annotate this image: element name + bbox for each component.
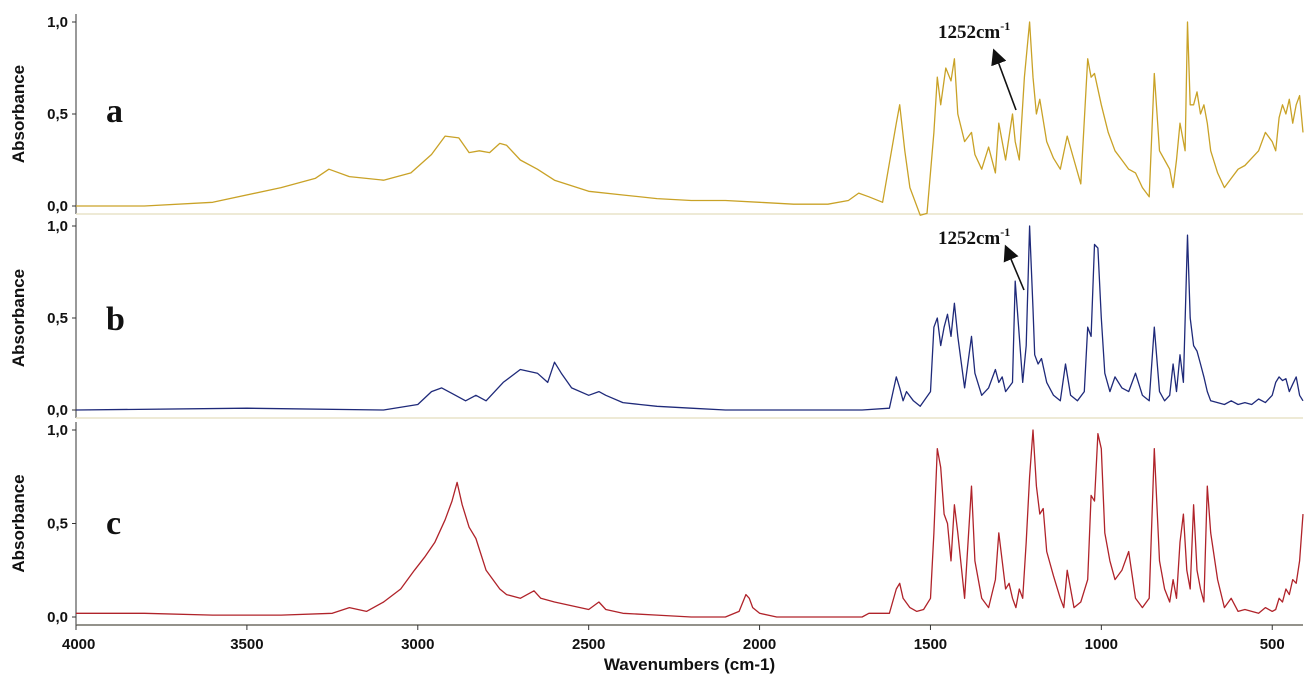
x-tick-label: 3000 bbox=[401, 636, 434, 653]
x-tick-label: 1000 bbox=[1085, 636, 1118, 653]
x-tick-label: 2000 bbox=[743, 636, 776, 653]
y-tick-label: 0,0 bbox=[47, 198, 68, 215]
y-axis-label: Absorbance bbox=[9, 65, 28, 163]
x-tick-label: 3500 bbox=[230, 636, 263, 653]
panel-c: 0,0 0,5 1,0 Absorbance c bbox=[9, 422, 1304, 626]
peak-annotation: 1252cm-1 bbox=[938, 19, 1010, 43]
panel-b: 0,0 0,5 1,0 Absorbance b 1252cm-1 bbox=[9, 218, 1304, 419]
x-tick-label: 4000 bbox=[62, 636, 95, 653]
x-tick-label: 2500 bbox=[572, 636, 605, 653]
y-tick-label: 0,5 bbox=[47, 106, 68, 123]
panel-letter: b bbox=[106, 301, 125, 338]
panel-letter: a bbox=[106, 93, 123, 130]
spectrum-line-b bbox=[75, 225, 1304, 411]
y-tick-label: 0,5 bbox=[47, 310, 68, 327]
y-axis-label: Absorbance bbox=[9, 474, 28, 572]
y-tick-label: 1,0 bbox=[47, 218, 68, 235]
y-axis-label: Absorbance bbox=[9, 269, 28, 367]
spectrum-line-c bbox=[76, 429, 1304, 618]
peak-annotation: 1252cm-1 bbox=[938, 225, 1010, 249]
y-tick-label: 1,0 bbox=[47, 422, 68, 439]
y-tick-label: 1,0 bbox=[47, 14, 68, 31]
annotation-arrow bbox=[991, 48, 1017, 111]
x-axis-label: Wavenumbers (cm-1) bbox=[604, 655, 775, 674]
x-tick-label: 1500 bbox=[914, 636, 947, 653]
panel-a: 0,0 0,5 1,0 Absorbance a 1252cm-1 bbox=[9, 14, 1304, 216]
y-tick-label: 0,5 bbox=[47, 516, 68, 533]
x-tick-label: 500 bbox=[1260, 636, 1285, 653]
spectrum-line-a bbox=[76, 21, 1304, 216]
y-tick-label: 0,0 bbox=[47, 402, 68, 419]
panel-letter: c bbox=[106, 505, 121, 542]
annotation-arrow bbox=[1003, 244, 1025, 291]
y-tick-label: 0,0 bbox=[47, 609, 68, 626]
